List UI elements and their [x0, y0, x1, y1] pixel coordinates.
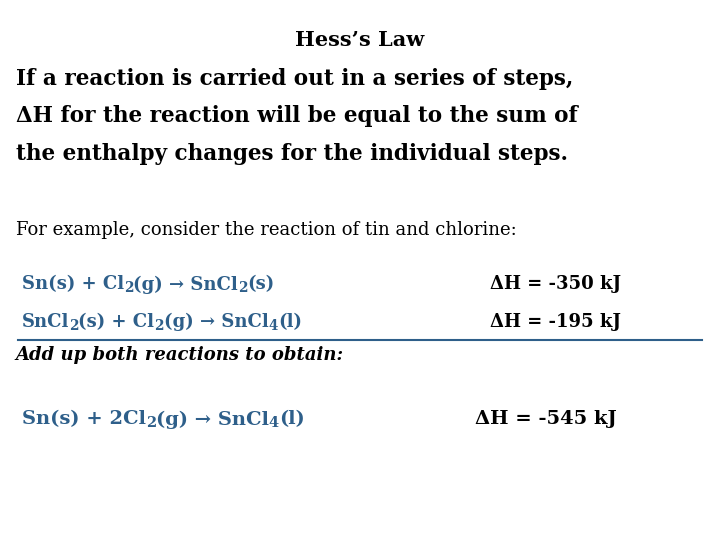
Text: (l): (l)	[279, 410, 305, 428]
Text: ΔH for the reaction will be equal to the sum of: ΔH for the reaction will be equal to the…	[16, 105, 577, 127]
Text: 2: 2	[155, 319, 164, 333]
Text: 2: 2	[69, 319, 78, 333]
Text: 4: 4	[269, 319, 278, 333]
Text: (l): (l)	[278, 313, 302, 331]
Text: (s) + Cl: (s) + Cl	[78, 313, 155, 331]
Text: 2: 2	[124, 281, 133, 295]
Text: For example, consider the reaction of tin and chlorine:: For example, consider the reaction of ti…	[16, 221, 516, 239]
Text: Add up both reactions to obtain:: Add up both reactions to obtain:	[16, 346, 344, 363]
Text: SnCl: SnCl	[22, 313, 69, 331]
Text: (g) → SnCl: (g) → SnCl	[133, 275, 238, 294]
Text: Sn(s) + 2Cl: Sn(s) + 2Cl	[22, 410, 145, 428]
Text: ΔH = -350 kJ: ΔH = -350 kJ	[490, 275, 621, 293]
Text: (s): (s)	[248, 275, 275, 293]
Text: If a reaction is carried out in a series of steps,: If a reaction is carried out in a series…	[16, 68, 573, 90]
Text: (g) → SnCl: (g) → SnCl	[164, 313, 269, 332]
Text: (g) → SnCl: (g) → SnCl	[156, 410, 269, 429]
Text: 4: 4	[269, 416, 279, 430]
Text: ΔH = -545 kJ: ΔH = -545 kJ	[475, 410, 617, 428]
Text: Sn(s) + Cl: Sn(s) + Cl	[22, 275, 124, 293]
Text: Hess’s Law: Hess’s Law	[295, 30, 425, 50]
Text: 2: 2	[238, 281, 248, 295]
Text: ΔH = -195 kJ: ΔH = -195 kJ	[490, 313, 621, 331]
Text: 2: 2	[145, 416, 156, 430]
Text: the enthalpy changes for the individual steps.: the enthalpy changes for the individual …	[16, 143, 568, 165]
